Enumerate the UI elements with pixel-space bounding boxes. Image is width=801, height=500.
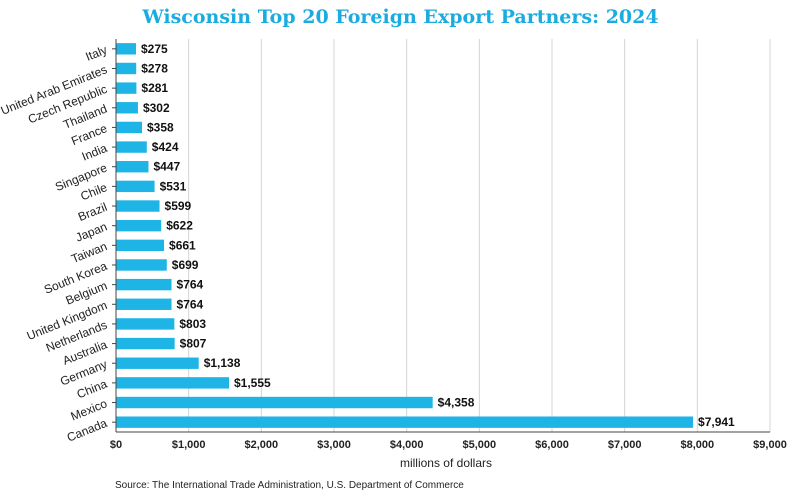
data-label: $302 xyxy=(143,101,170,115)
data-label: $275 xyxy=(141,42,168,56)
data-label: $4,358 xyxy=(438,396,475,410)
bar xyxy=(116,161,149,173)
bar xyxy=(116,180,155,193)
data-label: $447 xyxy=(153,160,180,174)
category-label: Italy xyxy=(83,43,109,64)
x-tick-label: $4,000 xyxy=(390,439,424,451)
x-tick-label: $8,000 xyxy=(681,439,715,451)
data-label: $764 xyxy=(177,278,204,292)
x-tick-label: $1,000 xyxy=(172,439,206,451)
data-label: $281 xyxy=(141,81,168,95)
x-tick-label: $6,000 xyxy=(535,439,569,451)
bar xyxy=(116,121,143,134)
data-label: $622 xyxy=(166,219,193,233)
x-tick-label: $3,000 xyxy=(317,439,351,451)
bars xyxy=(116,43,694,428)
data-label: $424 xyxy=(152,140,179,154)
data-label: $278 xyxy=(141,61,168,75)
bar xyxy=(116,298,172,310)
data-label: $699 xyxy=(172,258,199,272)
bar xyxy=(116,239,165,252)
data-label: $764 xyxy=(177,297,204,311)
x-tick-label: $7,000 xyxy=(608,439,642,451)
x-tick-label: $2,000 xyxy=(245,439,279,451)
data-label: $807 xyxy=(180,337,207,351)
chart-title: Wisconsin Top 20 Foreign Export Partners… xyxy=(142,6,659,28)
bar xyxy=(116,318,175,330)
x-tick-label: $5,000 xyxy=(463,439,497,451)
bar xyxy=(116,337,175,350)
x-axis-title: millions of dollars xyxy=(400,456,492,470)
bar xyxy=(116,62,137,75)
bar xyxy=(116,357,199,369)
x-tick-label: $9,000 xyxy=(753,439,787,451)
data-label: $1,555 xyxy=(234,376,271,390)
data-label: $531 xyxy=(160,179,187,193)
data-label: $599 xyxy=(165,199,192,213)
data-label: $661 xyxy=(169,238,196,252)
bar xyxy=(116,43,136,55)
bar xyxy=(116,82,137,94)
data-label: $803 xyxy=(179,317,206,331)
data-label: $1,138 xyxy=(204,356,241,370)
bar xyxy=(116,219,162,232)
grid-lines xyxy=(188,39,771,432)
data-label: $7,941 xyxy=(698,415,735,429)
bar xyxy=(116,102,138,114)
bar xyxy=(116,259,167,271)
bar xyxy=(116,278,172,291)
source-note: Source: The International Trade Administ… xyxy=(115,480,464,491)
bar xyxy=(116,416,694,428)
bar xyxy=(116,396,433,409)
data-label: $358 xyxy=(147,120,174,134)
bar xyxy=(116,141,147,153)
bar xyxy=(116,200,160,212)
x-tick-label: $0 xyxy=(110,439,122,451)
bar xyxy=(116,377,229,389)
axes xyxy=(112,39,770,433)
